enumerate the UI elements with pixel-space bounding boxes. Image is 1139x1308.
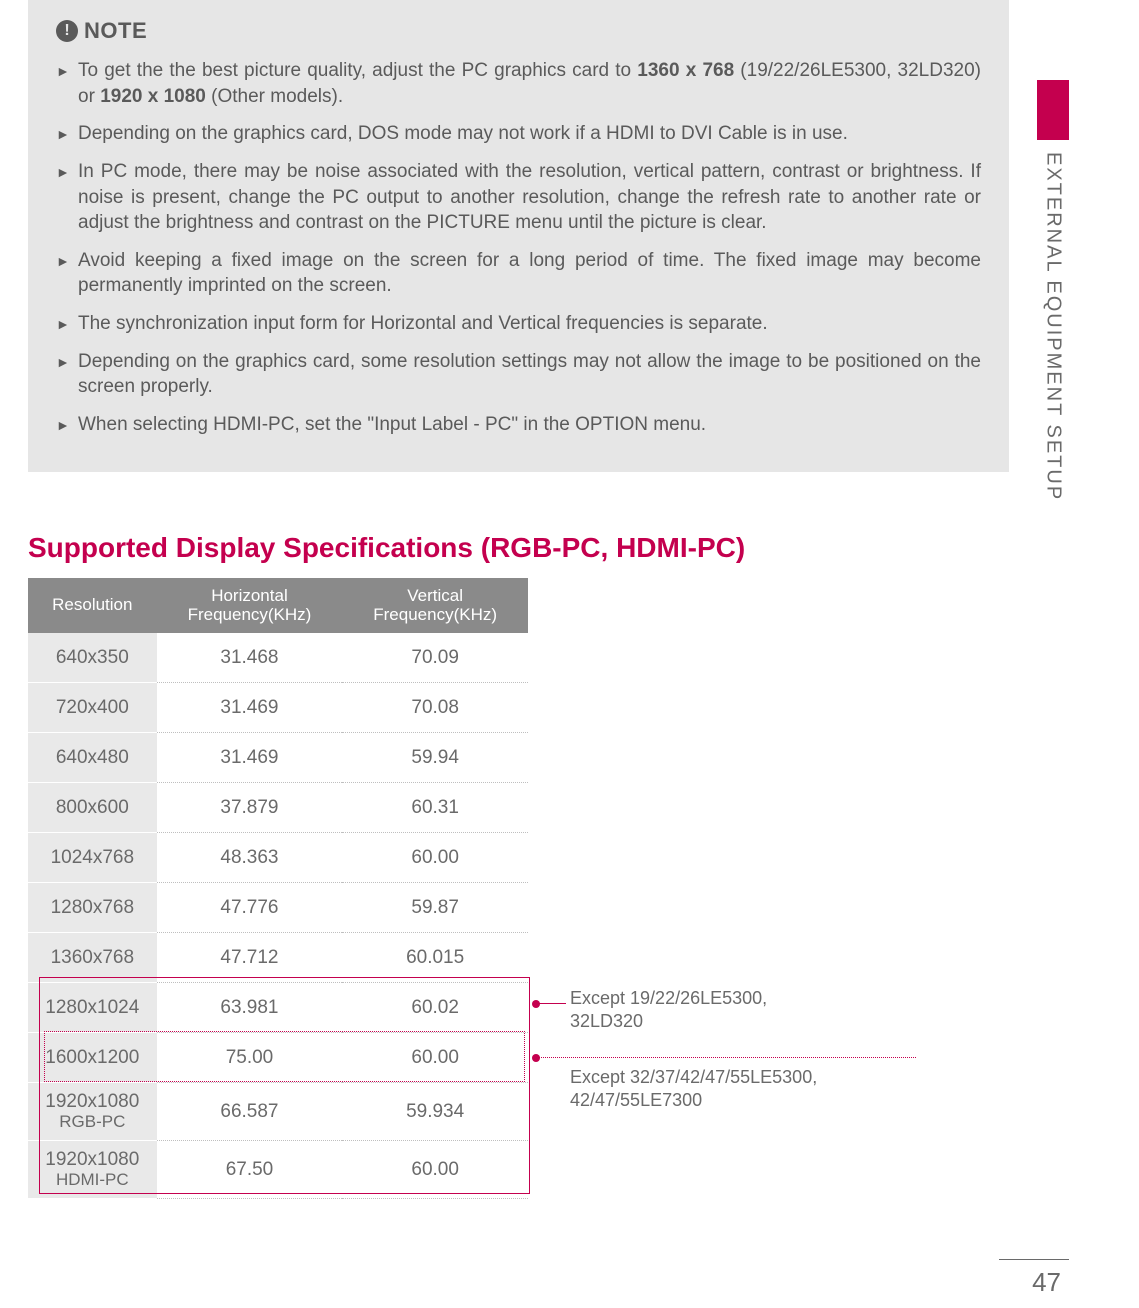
col-hfreq: HorizontalFrequency(KHz) — [157, 578, 343, 633]
spec-table-body: 640x35031.46870.09720x40031.46970.08640x… — [28, 633, 528, 1199]
cell-vfreq: 60.00 — [342, 1033, 528, 1083]
cell-hfreq: 31.469 — [157, 733, 343, 783]
table-row: 1024x76848.36360.00 — [28, 833, 528, 883]
table-row: 640x48031.46959.94 — [28, 733, 528, 783]
page-rule — [999, 1259, 1069, 1260]
table-row: 1920x1080HDMI-PC67.5060.00 — [28, 1141, 528, 1199]
col-resolution: Resolution — [28, 578, 157, 633]
spec-table: Resolution HorizontalFrequency(KHz) Vert… — [28, 578, 528, 1200]
note-box: ! NOTE To get the the best picture quali… — [28, 0, 1009, 472]
cell-vfreq: 59.934 — [342, 1083, 528, 1141]
cell-vfreq: 60.00 — [342, 1141, 528, 1199]
cell-resolution: 1280x768 — [28, 883, 157, 933]
cell-hfreq: 66.587 — [157, 1083, 343, 1141]
cell-vfreq: 60.31 — [342, 783, 528, 833]
cell-resolution: 1280x1024 — [28, 983, 157, 1033]
table-row: 1360x76847.71260.015 — [28, 933, 528, 983]
table-row: 640x35031.46870.09 — [28, 633, 528, 683]
note-item: Depending on the graphics card, some res… — [56, 349, 981, 400]
note-list: To get the the best picture quality, adj… — [56, 58, 981, 438]
note-title: NOTE — [84, 18, 147, 44]
cell-hfreq: 31.468 — [157, 633, 343, 683]
section-title: Supported Display Specifications (RGB-PC… — [28, 532, 1139, 564]
col-vfreq: VerticalFrequency(KHz) — [342, 578, 528, 633]
note-item: Avoid keeping a fixed image on the scree… — [56, 248, 981, 299]
cell-hfreq: 67.50 — [157, 1141, 343, 1199]
cell-vfreq: 59.94 — [342, 733, 528, 783]
note-item: In PC mode, there may be noise associate… — [56, 159, 981, 236]
cell-resolution: 1024x768 — [28, 833, 157, 883]
cell-resolution: 640x350 — [28, 633, 157, 683]
callout-dot-1 — [532, 1000, 540, 1008]
table-header-row: Resolution HorizontalFrequency(KHz) Vert… — [28, 578, 528, 633]
cell-resolution: 640x480 — [28, 733, 157, 783]
cell-hfreq: 47.776 — [157, 883, 343, 933]
callout-dot-2 — [532, 1054, 540, 1062]
spec-area: Resolution HorizontalFrequency(KHz) Vert… — [28, 578, 1139, 1200]
cell-resolution: 720x400 — [28, 683, 157, 733]
note-item: Depending on the graphics card, DOS mode… — [56, 121, 981, 147]
table-row: 720x40031.46970.08 — [28, 683, 528, 733]
cell-hfreq: 47.712 — [157, 933, 343, 983]
note-item: The synchronization input form for Horiz… — [56, 311, 981, 337]
page-number: 47 — [1032, 1267, 1061, 1298]
cell-vfreq: 60.00 — [342, 833, 528, 883]
note-header: ! NOTE — [56, 18, 981, 44]
cell-vfreq: 60.015 — [342, 933, 528, 983]
cell-hfreq: 63.981 — [157, 983, 343, 1033]
table-row: 1280x102463.98160.02 — [28, 983, 528, 1033]
cell-resolution: 1600x1200 — [28, 1033, 157, 1083]
table-row: 1600x120075.0060.00 — [28, 1033, 528, 1083]
cell-resolution: 1920x1080HDMI-PC — [28, 1141, 157, 1199]
leader-line-2 — [536, 1057, 916, 1058]
note-item: To get the the best picture quality, adj… — [56, 58, 981, 109]
cell-hfreq: 37.879 — [157, 783, 343, 833]
cell-vfreq: 70.09 — [342, 633, 528, 683]
table-row: 800x60037.87960.31 — [28, 783, 528, 833]
table-row: 1920x1080RGB-PC66.58759.934 — [28, 1083, 528, 1141]
cell-vfreq: 60.02 — [342, 983, 528, 1033]
cell-hfreq: 48.363 — [157, 833, 343, 883]
cell-resolution: 800x600 — [28, 783, 157, 833]
callout-1: Except 19/22/26LE5300,32LD320 — [570, 987, 767, 1034]
cell-resolution: 1360x768 — [28, 933, 157, 983]
cell-hfreq: 75.00 — [157, 1033, 343, 1083]
side-label: EXTERNAL EQUIPMENT SETUP — [1042, 152, 1065, 501]
table-row: 1280x76847.77659.87 — [28, 883, 528, 933]
info-icon: ! — [56, 20, 78, 42]
side-tab: EXTERNAL EQUIPMENT SETUP — [1037, 80, 1069, 501]
leader-line-1 — [536, 1003, 566, 1004]
note-item: When selecting HDMI-PC, set the "Input L… — [56, 412, 981, 438]
cell-hfreq: 31.469 — [157, 683, 343, 733]
callout-2: Except 32/37/42/47/55LE5300,42/47/55LE73… — [570, 1066, 817, 1113]
cell-vfreq: 70.08 — [342, 683, 528, 733]
cell-resolution: 1920x1080RGB-PC — [28, 1083, 157, 1141]
side-accent — [1037, 80, 1069, 140]
cell-vfreq: 59.87 — [342, 883, 528, 933]
